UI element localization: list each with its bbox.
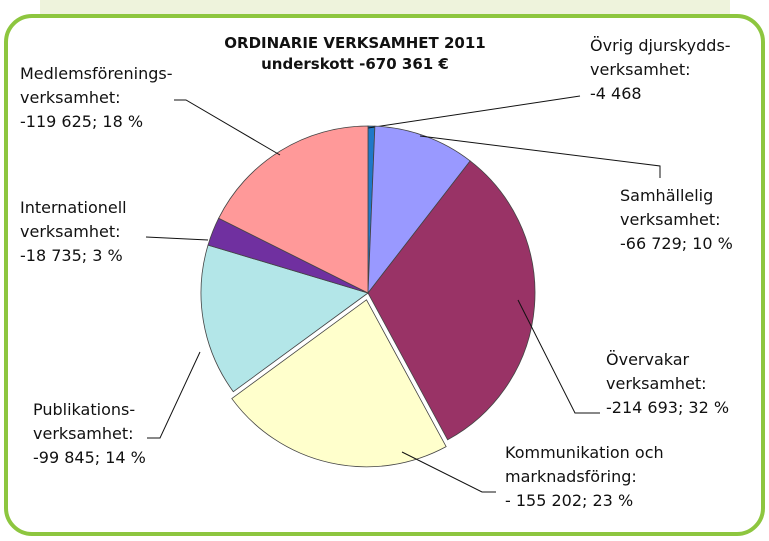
chart-subtitle: underskott -670 361 € <box>261 55 449 73</box>
slice-label: Övervakar verksamhet: <box>606 350 707 393</box>
slice-label: Medlemsförenings- verksamhet: <box>20 64 173 107</box>
value-label: -119 625; 18 % <box>20 112 144 131</box>
value-label: -214 693; 32 % <box>606 398 730 417</box>
value-label: -18 735; 3 % <box>20 246 123 265</box>
value-label: - 155 202; 23 % <box>505 491 634 510</box>
pie-slice <box>218 125 369 294</box>
leader-line <box>401 451 496 493</box>
value-label: -4 468 <box>590 84 642 103</box>
slice-label: Kommunikation och marknadsföring: <box>505 443 664 486</box>
value-label: -66 729; 10 % <box>620 234 733 253</box>
leader-line <box>517 299 600 414</box>
leader-line <box>419 135 661 178</box>
pie-slice <box>367 160 536 441</box>
leader-line <box>147 351 201 439</box>
value-label: -99 845; 14 % <box>33 448 146 467</box>
leader-line <box>145 236 209 241</box>
slice-label: Övrig djurskydds- verksamhet: <box>590 36 731 79</box>
slice-label: Publikations- verksamhet: <box>33 400 136 443</box>
leader-line <box>367 95 581 129</box>
pie-slice <box>367 125 471 295</box>
pie-slice <box>231 299 447 468</box>
slice-label: Internationell verksamhet: <box>20 198 127 241</box>
leader-line <box>174 99 281 156</box>
pie-slice <box>200 244 369 393</box>
slice-label: Samhällelig verksamhet: <box>620 186 721 229</box>
chart-title: ORDINARIE VERKSAMHET 2011 <box>224 34 486 52</box>
